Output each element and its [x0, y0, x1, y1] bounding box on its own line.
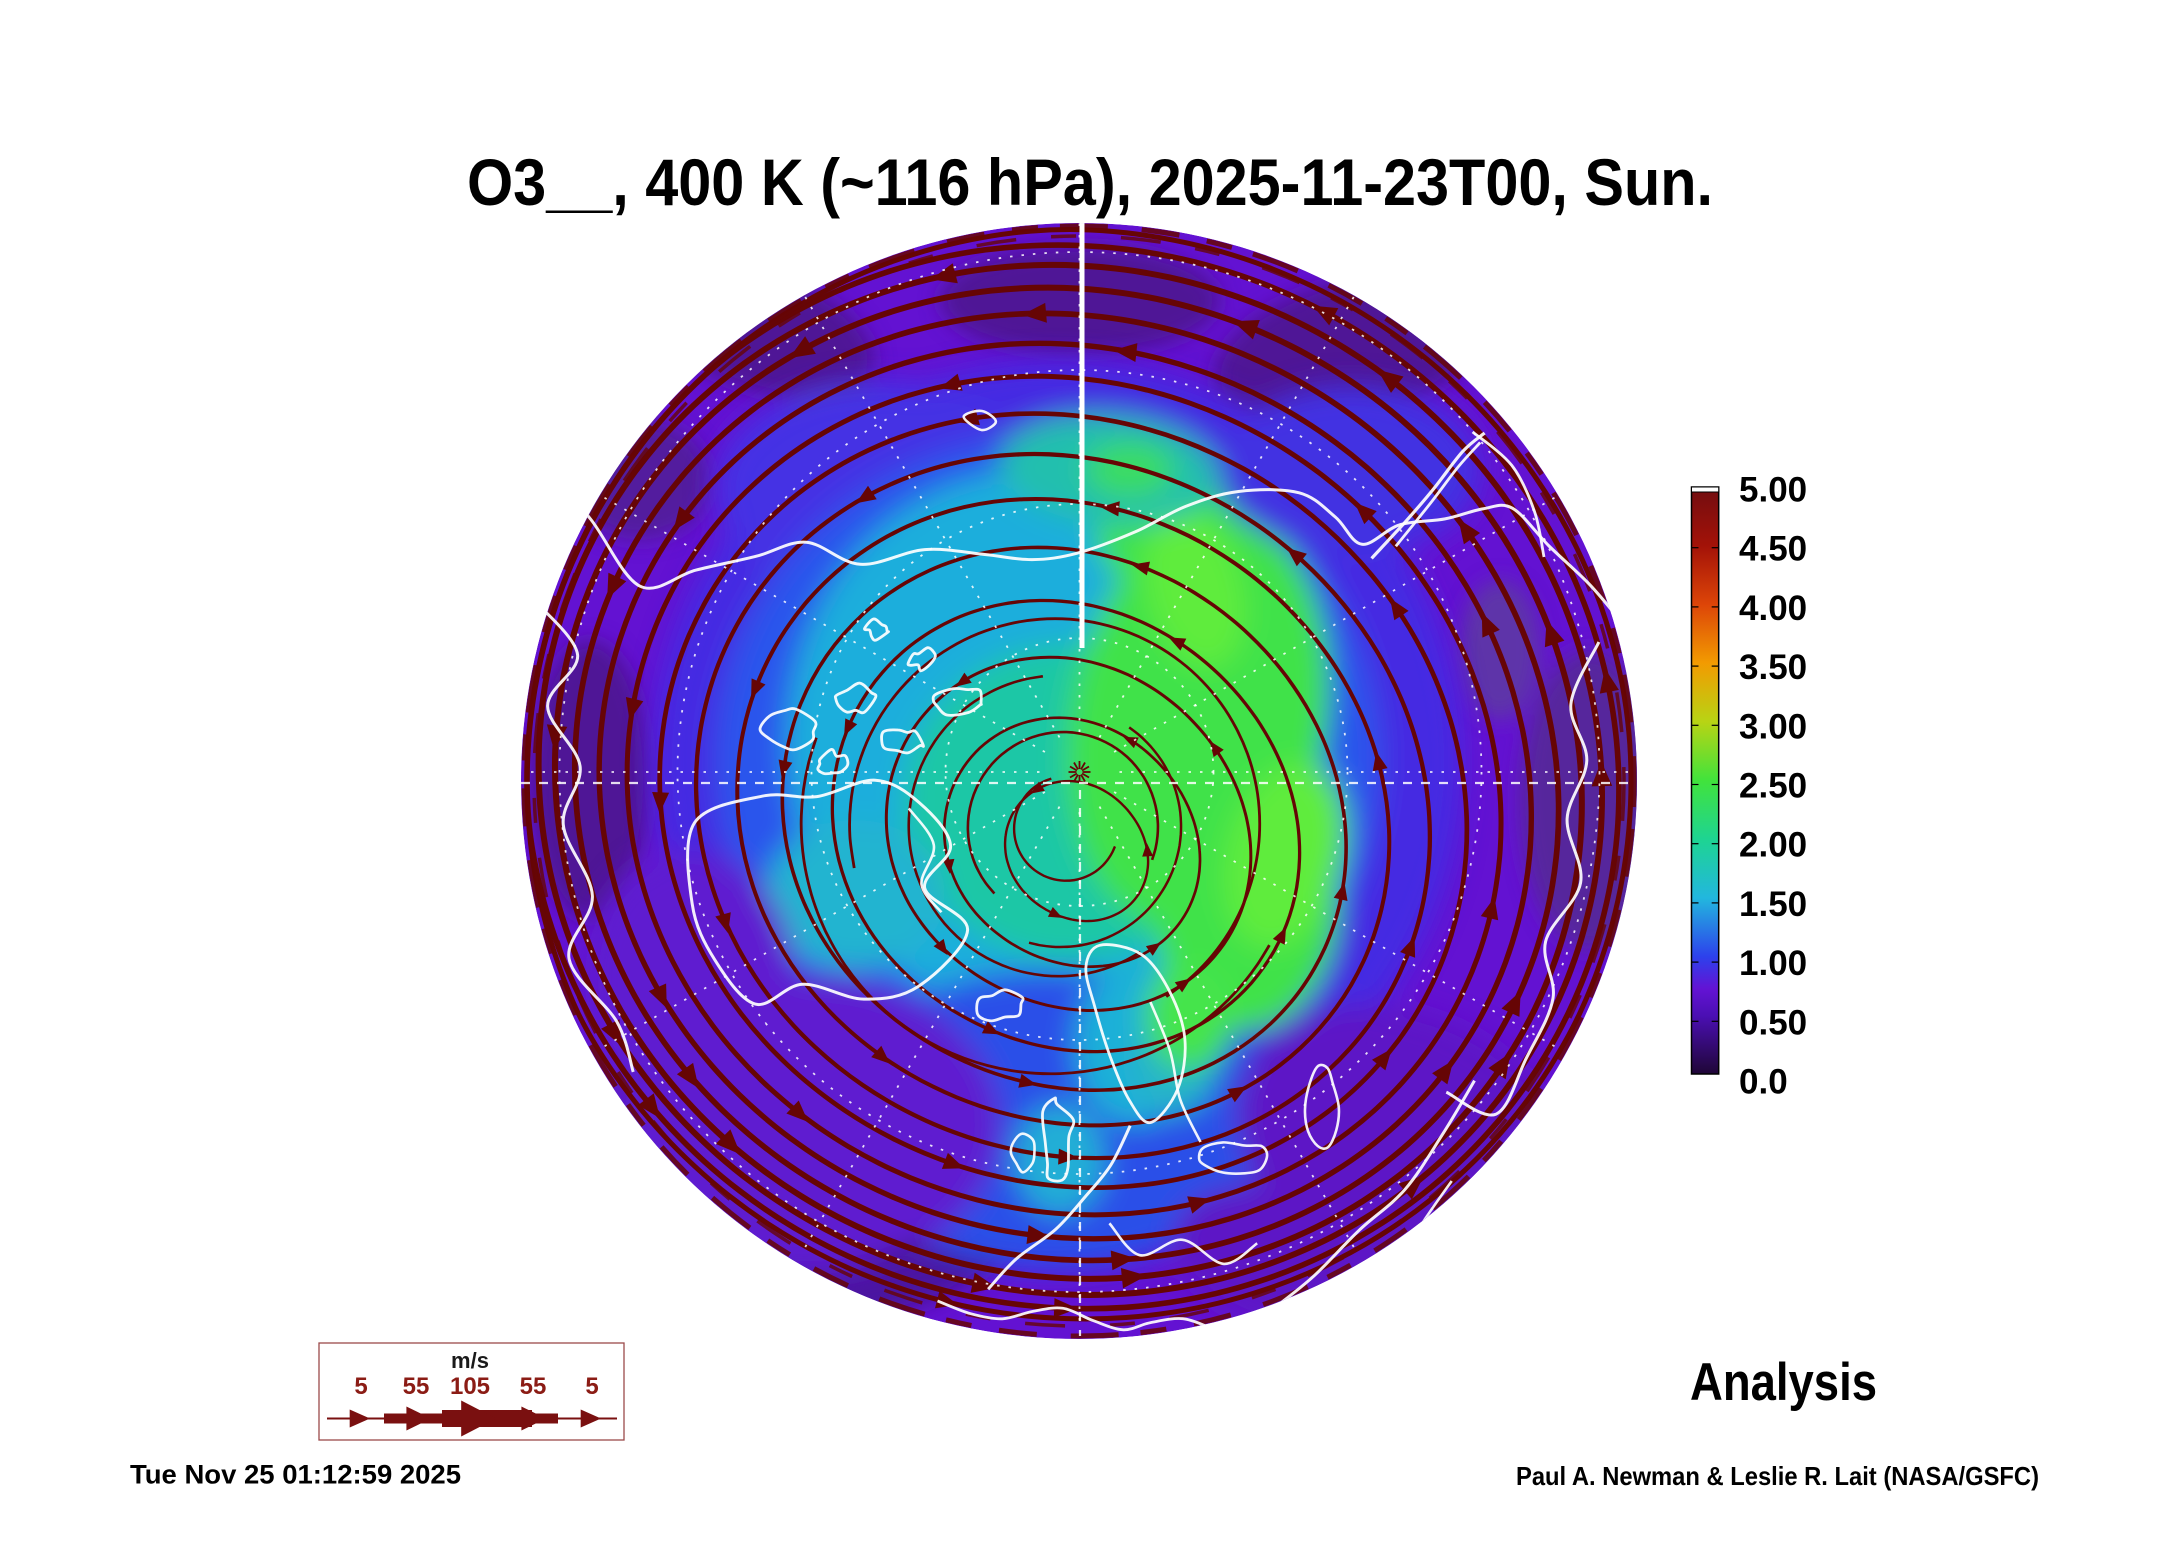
- svg-text:3.50: 3.50: [1739, 648, 1807, 687]
- svg-text:4.00: 4.00: [1739, 589, 1807, 628]
- svg-text:5: 5: [354, 1373, 367, 1400]
- svg-text:0.0: 0.0: [1739, 1063, 1788, 1102]
- svg-text:55: 55: [520, 1373, 547, 1400]
- svg-text:2.50: 2.50: [1739, 767, 1807, 806]
- svg-text:3.00: 3.00: [1739, 707, 1807, 746]
- svg-text:0.50: 0.50: [1739, 1003, 1807, 1042]
- svg-text:Analysis: Analysis: [1690, 1353, 1877, 1412]
- svg-text:5.00: 5.00: [1739, 471, 1807, 510]
- svg-text:4.50: 4.50: [1739, 530, 1807, 569]
- svg-text:m/s: m/s: [451, 1348, 489, 1373]
- svg-text:2.00: 2.00: [1739, 826, 1807, 865]
- svg-text:55: 55: [403, 1373, 430, 1400]
- svg-text:Paul A. Newman & Leslie R. Lai: Paul A. Newman & Leslie R. Lait (NASA/GS…: [1516, 1461, 2039, 1491]
- svg-text:Tue Nov 25 01:12:59 2025: Tue Nov 25 01:12:59 2025: [130, 1460, 461, 1490]
- svg-text:5: 5: [585, 1373, 598, 1400]
- svg-text:1.50: 1.50: [1739, 885, 1807, 924]
- svg-text:O3__, 400 K (~116 hPa), 2025-1: O3__, 400 K (~116 hPa), 2025-11-23T00, S…: [467, 145, 1713, 219]
- svg-text:1.00: 1.00: [1739, 944, 1807, 983]
- svg-text:105: 105: [450, 1373, 490, 1400]
